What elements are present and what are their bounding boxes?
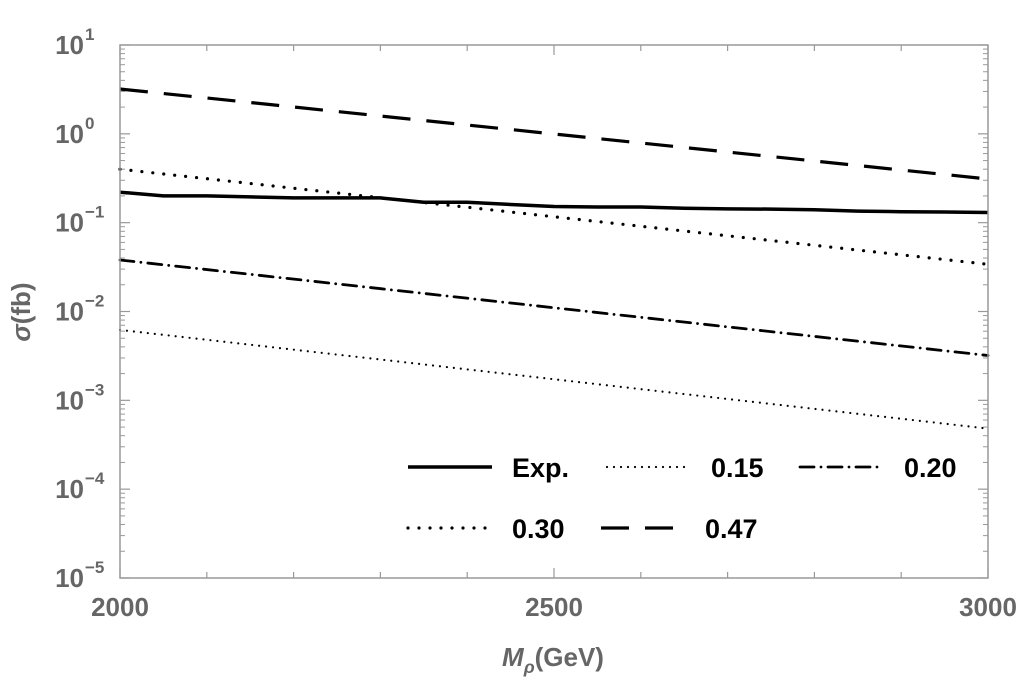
legend-label: 0.20 bbox=[904, 453, 957, 483]
x-tick-label: 2000 bbox=[91, 592, 149, 622]
legend-label: 0.30 bbox=[512, 514, 565, 544]
y-tick-exponent: −5 bbox=[85, 558, 104, 577]
legend-label: 0.15 bbox=[711, 453, 764, 483]
series-line-020 bbox=[118, 258, 990, 357]
y-tick-exponent: −2 bbox=[85, 292, 104, 311]
y-axis-symbol: σ bbox=[6, 323, 36, 342]
x-tick-label: 3000 bbox=[959, 592, 1017, 622]
y-tick-label: 10 bbox=[55, 563, 84, 593]
y-axis-unit: (fb) bbox=[6, 282, 36, 324]
y-tick-exponent: −4 bbox=[85, 469, 105, 488]
y-tick-exponent: −1 bbox=[85, 203, 104, 222]
legend-label: Exp. bbox=[512, 453, 569, 483]
series-line-Exp bbox=[119, 190, 989, 215]
y-axis-title: σ(fb) bbox=[6, 282, 36, 341]
y-tick-exponent: 1 bbox=[85, 25, 94, 44]
y-tick-label: 10 bbox=[55, 474, 84, 504]
y-tick-exponent: −3 bbox=[85, 380, 104, 399]
legend-label: 0.47 bbox=[705, 514, 758, 544]
x-axis-symbol: M bbox=[502, 642, 525, 672]
y-tick-label: 10 bbox=[55, 208, 84, 238]
series-line-047 bbox=[119, 87, 989, 181]
legend: Exp. 0.15 0.20 0.30 0.47 bbox=[406, 453, 957, 544]
y-tick-label: 10 bbox=[55, 119, 84, 149]
x-axis-subscript: ρ bbox=[523, 657, 535, 677]
x-tick-label: 2500 bbox=[525, 592, 583, 622]
plot-frame bbox=[119, 44, 989, 579]
x-axis-unit: (GeV) bbox=[535, 642, 604, 672]
x-axis-title: Mρ(GeV) bbox=[502, 642, 604, 677]
y-tick-label: 10 bbox=[55, 30, 84, 60]
y-tick-label: 10 bbox=[55, 385, 84, 415]
series-line-015 bbox=[118, 328, 990, 430]
y-tick-label: 10 bbox=[55, 297, 84, 327]
y-tick-exponent: 0 bbox=[85, 114, 94, 133]
series-layer bbox=[118, 87, 990, 430]
